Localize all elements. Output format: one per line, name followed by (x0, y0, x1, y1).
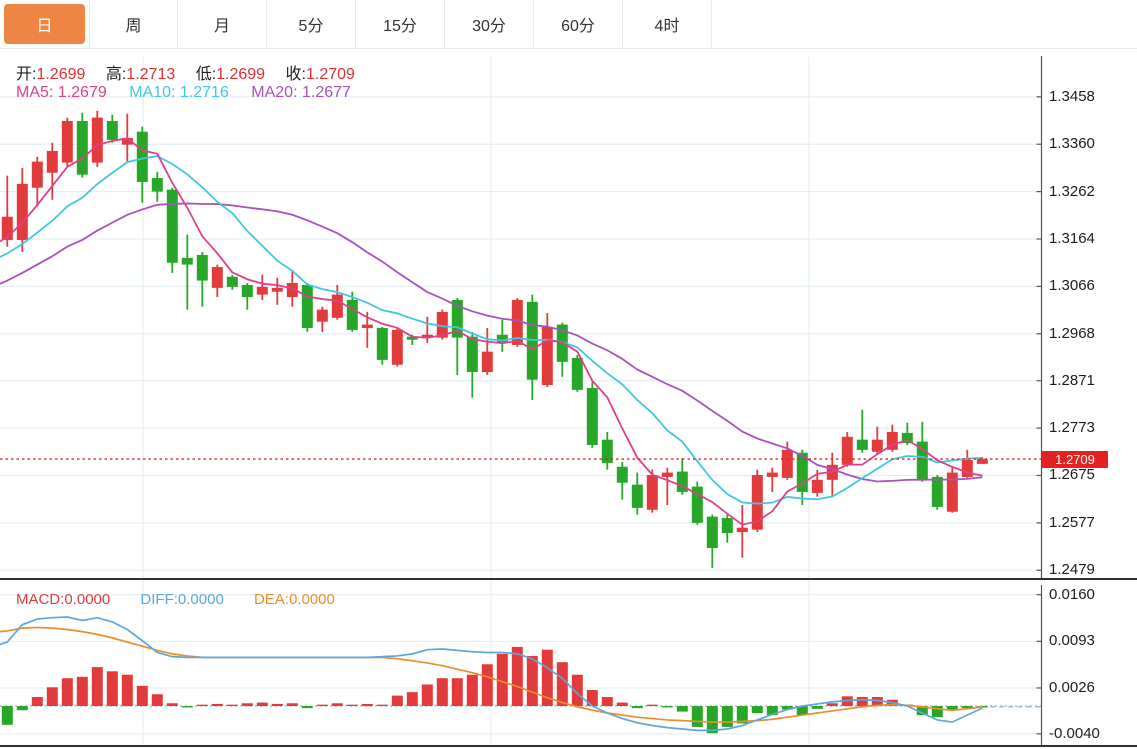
open-label: 开: (16, 66, 37, 83)
tab-day[interactable]: 日 (4, 4, 85, 44)
low-value: 1.2699 (216, 66, 266, 83)
y-axis-price-label: 1.2871 (1049, 371, 1095, 389)
tab-30min[interactable]: 30分 (445, 0, 534, 48)
y-axis-price-label: 1.3360 (1049, 135, 1095, 153)
tab-month[interactable]: 月 (178, 0, 267, 48)
tab-60min[interactable]: 60分 (534, 0, 623, 48)
macd-axis-label: 0.0093 (1049, 632, 1095, 650)
y-axis-price-label: 1.3066 (1049, 277, 1095, 295)
macd-value-readout: MACD:0.0000 (16, 591, 111, 608)
dea-value-readout: DEA:0.0000 (253, 591, 335, 608)
y-axis-price-label: 1.3262 (1049, 182, 1095, 200)
y-axis-price-label: 1.2479 (1049, 561, 1095, 579)
timeframe-tabbar: 日 周 月 5分 15分 30分 60分 4时 (0, 0, 1137, 49)
low-label: 低: (195, 66, 217, 83)
y-axis-price-label: 1.2773 (1049, 419, 1095, 437)
ma20-readout: MA20: 1.2677 (251, 84, 351, 101)
y-axis-price-label: 1.2577 (1049, 513, 1095, 531)
macd-axis-label: 0.0160 (1049, 585, 1095, 603)
y-axis-price-label: 1.3164 (1049, 229, 1095, 247)
diff-value-readout: DIFF:0.0000 (140, 591, 224, 608)
open-value: 1.2699 (36, 66, 86, 83)
ohlc-readout: 开:1.2699 高:1.2713 低:1.2699 收:1.2709 (16, 60, 371, 84)
tab-5min[interactable]: 5分 (267, 0, 356, 48)
current-price-tag: 1.2709 (1042, 450, 1108, 468)
tab-4hour[interactable]: 4时 (623, 0, 712, 48)
close-value: 1.2709 (305, 66, 355, 83)
close-label: 收: (285, 66, 306, 83)
macd-axis-label: 0.0026 (1049, 678, 1095, 696)
tab-week[interactable]: 周 (89, 0, 178, 48)
ma5-readout: MA5: 1.2679 (16, 84, 107, 101)
tab-15min[interactable]: 15分 (356, 0, 445, 48)
y-axis-price-label: 1.3458 (1049, 87, 1095, 105)
macd-readout: MACD:0.0000 DIFF:0.0000 DEA:0.0000 (16, 591, 361, 608)
ma-readout: MA5: 1.2679 MA10: 1.2716 MA20: 1.2677 (16, 84, 369, 102)
y-axis-price-label: 1.2968 (1049, 324, 1095, 342)
ma10-readout: MA10: 1.2716 (129, 84, 229, 101)
high-value: 1.2713 (126, 66, 176, 83)
y-axis-price-label: 1.2675 (1049, 466, 1095, 484)
high-label: 高: (105, 66, 127, 83)
macd-axis-label: -0.0040 (1049, 724, 1100, 742)
